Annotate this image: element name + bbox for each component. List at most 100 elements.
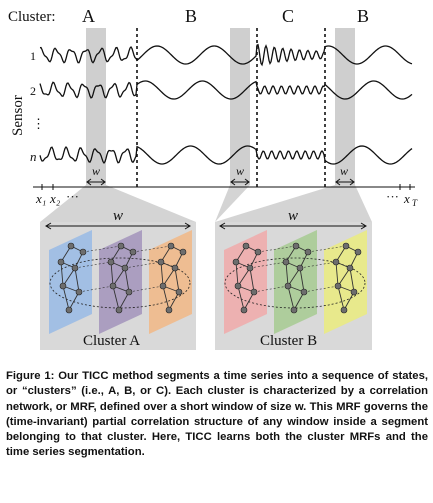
window-band-c — [335, 28, 355, 185]
network-node — [282, 258, 290, 266]
network-node — [304, 248, 312, 256]
network-edge — [160, 261, 164, 287]
network-edge — [349, 267, 355, 293]
network-edge — [237, 285, 245, 311]
segment-label-a: A — [82, 6, 95, 26]
time-label-dots-start: ··· — [66, 189, 79, 204]
window-band-a — [86, 28, 106, 185]
network-edge — [293, 291, 305, 311]
network-node — [354, 248, 362, 256]
network-node — [350, 288, 358, 296]
window-marker-b: w — [230, 164, 250, 186]
panel-a-label: Cluster A — [83, 333, 140, 349]
network-cross-edge — [307, 245, 347, 253]
network-node — [171, 264, 179, 272]
network-node — [67, 242, 75, 250]
network-edge — [112, 285, 120, 311]
network-edge — [60, 261, 64, 287]
svg-text:w: w — [340, 164, 348, 178]
network-edge — [249, 267, 255, 293]
network-node — [179, 248, 187, 256]
sensor-label-2: 2 — [30, 84, 36, 98]
network-edge — [287, 285, 295, 311]
projection-b — [215, 185, 250, 222]
sensor-label-n: n — [30, 149, 37, 164]
network-node — [75, 288, 83, 296]
network-node — [332, 258, 340, 266]
projection-a — [40, 185, 196, 222]
svg-text:w: w — [236, 164, 244, 178]
network-edge — [287, 267, 301, 287]
network-edge — [162, 285, 170, 311]
network-cross-edge — [132, 245, 172, 253]
network-node — [250, 288, 258, 296]
network-node — [59, 282, 67, 290]
panel-b-window-label: w — [288, 208, 298, 224]
network-edge — [335, 261, 339, 287]
network-node — [71, 264, 79, 272]
network-edge — [74, 267, 80, 293]
figure-caption: Figure 1: Our TICC method segments a tim… — [6, 369, 428, 461]
caption-text: Our TICC method segments a time series i… — [6, 370, 428, 459]
time-label-x1: x₁ — [35, 191, 46, 206]
network-node — [165, 306, 173, 314]
network-cross-edge — [253, 285, 289, 293]
network-edge — [118, 291, 130, 311]
network-node — [342, 242, 350, 250]
network-node — [125, 288, 133, 296]
network-node — [292, 242, 300, 250]
network-node — [79, 248, 87, 256]
network-node — [115, 306, 123, 314]
network-node — [121, 264, 129, 272]
network-node — [340, 306, 348, 314]
network-node — [240, 306, 248, 314]
network-edge — [124, 267, 130, 293]
projection-b2 — [215, 185, 372, 222]
segment-label-c: C — [282, 6, 294, 26]
sensor-label-1: 1 — [30, 49, 36, 63]
network-node — [57, 258, 65, 266]
network-node — [65, 306, 73, 314]
network-node — [254, 248, 262, 256]
network-node — [129, 248, 137, 256]
panel-cluster-a: w Cluster A — [40, 208, 196, 350]
figure-canvas: Cluster: A B C B Sensor 1 2 ⋮ n w w w x₁… — [8, 6, 418, 350]
window-marker-a: w — [86, 164, 106, 186]
panel-cluster-b: w Cluster B — [215, 208, 372, 350]
sensor-trace — [39, 145, 413, 165]
time-label-x2: x₂ — [49, 191, 61, 206]
network-node — [157, 258, 165, 266]
sensor-axis-label: Sensor — [10, 95, 26, 136]
network-edge — [237, 267, 251, 287]
network-node — [290, 306, 298, 314]
network-node — [246, 264, 254, 272]
network-node — [296, 264, 304, 272]
network-edge — [337, 267, 351, 287]
network-node — [232, 258, 240, 266]
network-edge — [162, 267, 176, 287]
network-node — [300, 288, 308, 296]
sensor-trace — [39, 43, 413, 67]
network-edge — [62, 285, 70, 311]
cluster-label: Cluster: — [8, 9, 56, 25]
time-label-dots-end: ··· — [386, 189, 399, 204]
network-node — [234, 282, 242, 290]
network-edge — [62, 267, 76, 287]
network-cross-edge — [257, 245, 297, 253]
network-cross-edge — [128, 285, 164, 293]
panel-a-window-label: w — [113, 208, 123, 224]
network-node — [167, 242, 175, 250]
network-node — [159, 282, 167, 290]
sensor-trace — [39, 80, 413, 100]
window-band-b — [230, 28, 250, 185]
network-edge — [112, 267, 126, 287]
network-edge — [243, 291, 255, 311]
svg-text:w: w — [92, 164, 100, 178]
time-label-xt-sub: T — [412, 198, 418, 208]
network-node — [175, 288, 183, 296]
panel-b-network — [232, 242, 362, 314]
network-edge — [343, 291, 355, 311]
network-node — [346, 264, 354, 272]
sensor-signals — [39, 43, 413, 165]
segment-label-b: B — [185, 6, 197, 26]
